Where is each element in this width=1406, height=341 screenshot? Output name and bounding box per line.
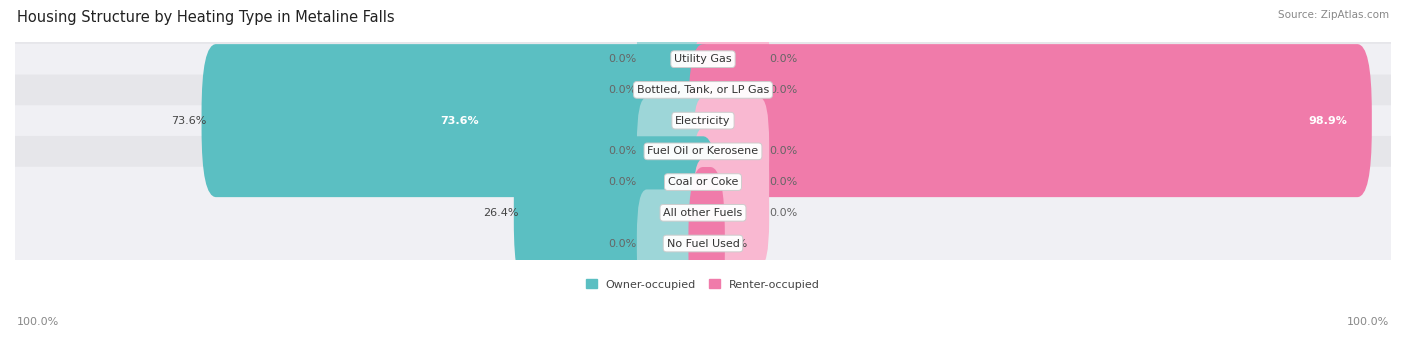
Text: 73.6%: 73.6% (440, 116, 479, 125)
FancyBboxPatch shape (689, 167, 725, 320)
FancyBboxPatch shape (1, 0, 1405, 136)
Text: 0.0%: 0.0% (769, 146, 797, 157)
FancyBboxPatch shape (693, 36, 769, 144)
Text: 0.0%: 0.0% (769, 54, 797, 64)
Text: 0.0%: 0.0% (609, 146, 637, 157)
FancyBboxPatch shape (637, 5, 713, 113)
FancyBboxPatch shape (637, 128, 713, 236)
Text: Bottled, Tank, or LP Gas: Bottled, Tank, or LP Gas (637, 85, 769, 95)
Text: Utility Gas: Utility Gas (675, 54, 731, 64)
Text: 0.0%: 0.0% (609, 238, 637, 249)
Text: Coal or Coke: Coal or Coke (668, 177, 738, 187)
FancyBboxPatch shape (693, 159, 769, 267)
FancyBboxPatch shape (1, 167, 1405, 320)
Text: 26.4%: 26.4% (482, 208, 519, 218)
FancyBboxPatch shape (637, 190, 713, 298)
Text: 100.0%: 100.0% (17, 317, 59, 327)
FancyBboxPatch shape (693, 5, 769, 113)
FancyBboxPatch shape (689, 44, 1372, 197)
Text: 0.0%: 0.0% (609, 85, 637, 95)
FancyBboxPatch shape (637, 36, 713, 144)
FancyBboxPatch shape (637, 97, 713, 205)
Text: No Fuel Used: No Fuel Used (666, 238, 740, 249)
Text: 1.1%: 1.1% (720, 238, 748, 249)
FancyBboxPatch shape (201, 44, 717, 197)
FancyBboxPatch shape (1, 13, 1405, 167)
Text: 73.6%: 73.6% (170, 116, 207, 125)
FancyBboxPatch shape (1, 44, 1405, 197)
FancyBboxPatch shape (693, 128, 769, 236)
Text: 0.0%: 0.0% (769, 177, 797, 187)
Text: 0.0%: 0.0% (609, 54, 637, 64)
Text: Source: ZipAtlas.com: Source: ZipAtlas.com (1278, 10, 1389, 20)
Text: 0.0%: 0.0% (609, 177, 637, 187)
Text: Electricity: Electricity (675, 116, 731, 125)
Text: 0.0%: 0.0% (769, 85, 797, 95)
Text: Fuel Oil or Kerosene: Fuel Oil or Kerosene (647, 146, 759, 157)
Text: 98.9%: 98.9% (1309, 116, 1347, 125)
FancyBboxPatch shape (1, 136, 1405, 290)
Text: 0.0%: 0.0% (769, 208, 797, 218)
Text: 100.0%: 100.0% (1347, 317, 1389, 327)
FancyBboxPatch shape (1, 75, 1405, 228)
Legend: Owner-occupied, Renter-occupied: Owner-occupied, Renter-occupied (581, 275, 825, 294)
FancyBboxPatch shape (513, 136, 717, 289)
FancyBboxPatch shape (1, 105, 1405, 259)
Text: Housing Structure by Heating Type in Metaline Falls: Housing Structure by Heating Type in Met… (17, 10, 395, 25)
FancyBboxPatch shape (693, 97, 769, 205)
Text: All other Fuels: All other Fuels (664, 208, 742, 218)
